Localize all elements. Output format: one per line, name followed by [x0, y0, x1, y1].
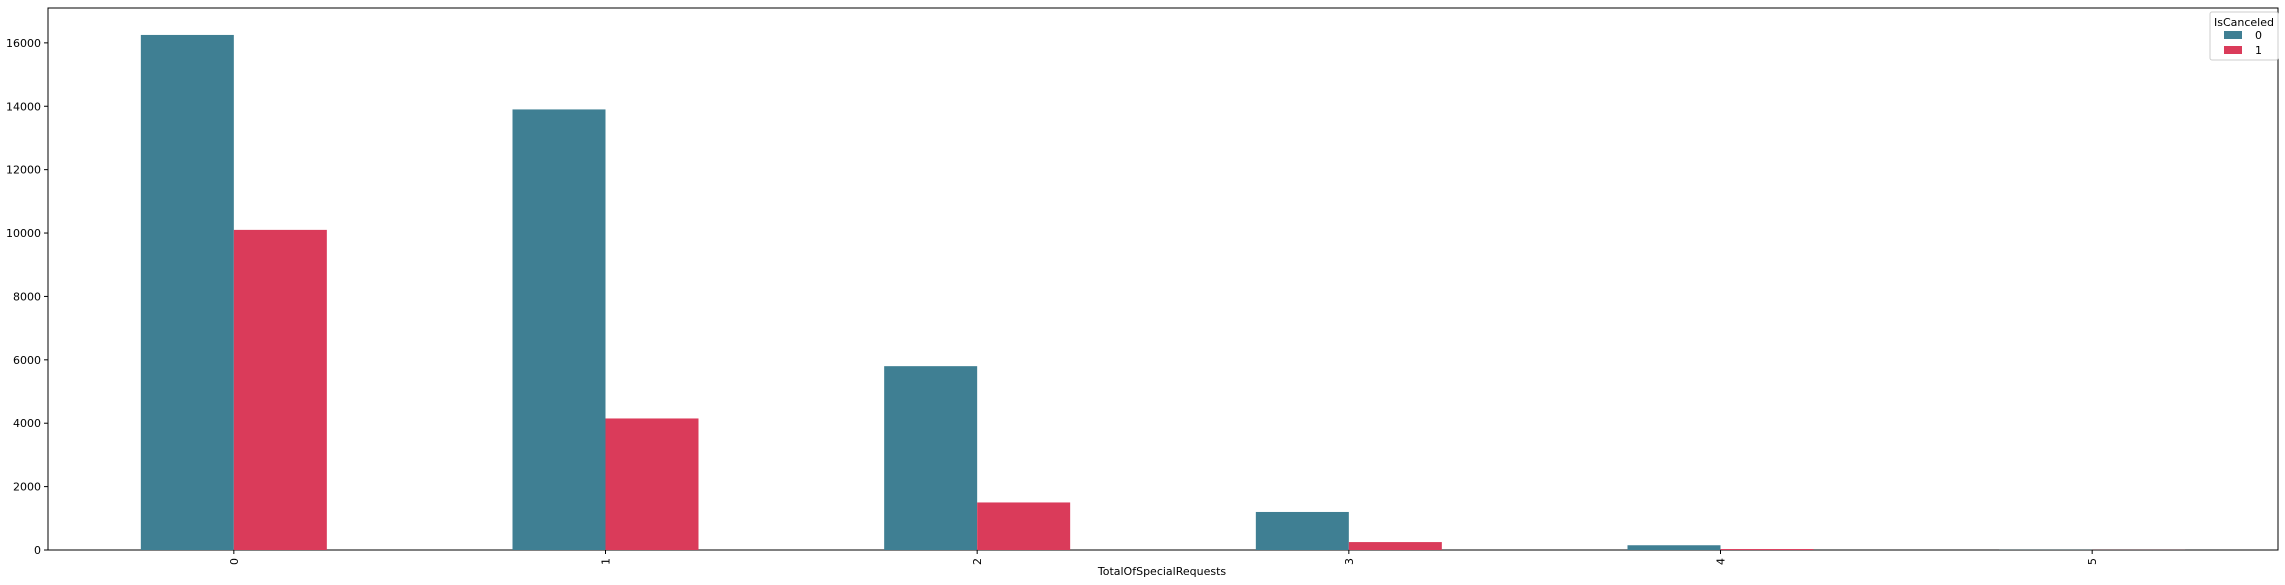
y-tick-label: 14000 — [6, 100, 41, 113]
x-axis: 0 1 2 3 4 5 — [228, 550, 2099, 565]
bars-group — [140, 34, 2186, 550]
y-tick-label: 0 — [34, 544, 41, 557]
y-tick-label: 10000 — [6, 227, 41, 240]
legend-swatch-1 — [2224, 46, 2242, 54]
bar-cat-2-series-1 — [977, 502, 1071, 550]
bar-cat-4-series-0 — [1627, 545, 1721, 550]
bar-cat-1-series-1 — [605, 418, 699, 550]
x-tick-label: 3 — [1343, 558, 1356, 565]
bar-cat-3-series-1 — [1348, 542, 1442, 550]
y-tick-label: 12000 — [6, 164, 41, 177]
x-tick-label: 0 — [228, 558, 241, 565]
x-tick-label: 1 — [600, 558, 613, 565]
bar-cat-0-series-1 — [233, 229, 327, 550]
y-tick-label: 6000 — [13, 354, 41, 367]
legend-label-0: 0 — [2255, 29, 2262, 42]
bar-cat-2-series-0 — [884, 366, 978, 550]
y-tick-label: 8000 — [13, 290, 41, 303]
legend-label-1: 1 — [2255, 44, 2262, 57]
bar-cat-1-series-0 — [512, 109, 606, 550]
bar-cat-0-series-0 — [140, 34, 234, 550]
y-tick-label: 2000 — [13, 481, 41, 494]
legend-swatch-0 — [2224, 31, 2242, 39]
bar-cat-4-series-1 — [1720, 549, 1814, 550]
legend-title: IsCanceled — [2214, 16, 2274, 29]
plot-area — [47, 7, 2279, 551]
legend: IsCanceled 0 1 — [2209, 11, 2279, 61]
y-axis: 0 2000 4000 6000 8000 10000 12000 14000 16000 — [6, 37, 48, 557]
x-tick-label: 5 — [2086, 558, 2099, 565]
x-tick-label: 4 — [1715, 558, 1728, 565]
x-axis-label: TotalOfSpecialRequests — [1097, 565, 1227, 578]
plot-frame — [47, 7, 2279, 551]
y-tick-label: 4000 — [13, 417, 41, 430]
y-tick-label: 16000 — [6, 37, 41, 50]
x-tick-label: 2 — [971, 558, 984, 565]
bar-cat-3-series-0 — [1255, 511, 1349, 550]
